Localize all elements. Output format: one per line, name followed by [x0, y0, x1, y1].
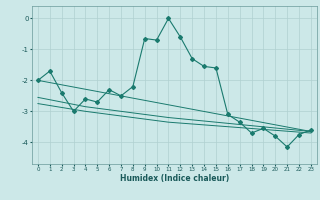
X-axis label: Humidex (Indice chaleur): Humidex (Indice chaleur) [120, 174, 229, 183]
